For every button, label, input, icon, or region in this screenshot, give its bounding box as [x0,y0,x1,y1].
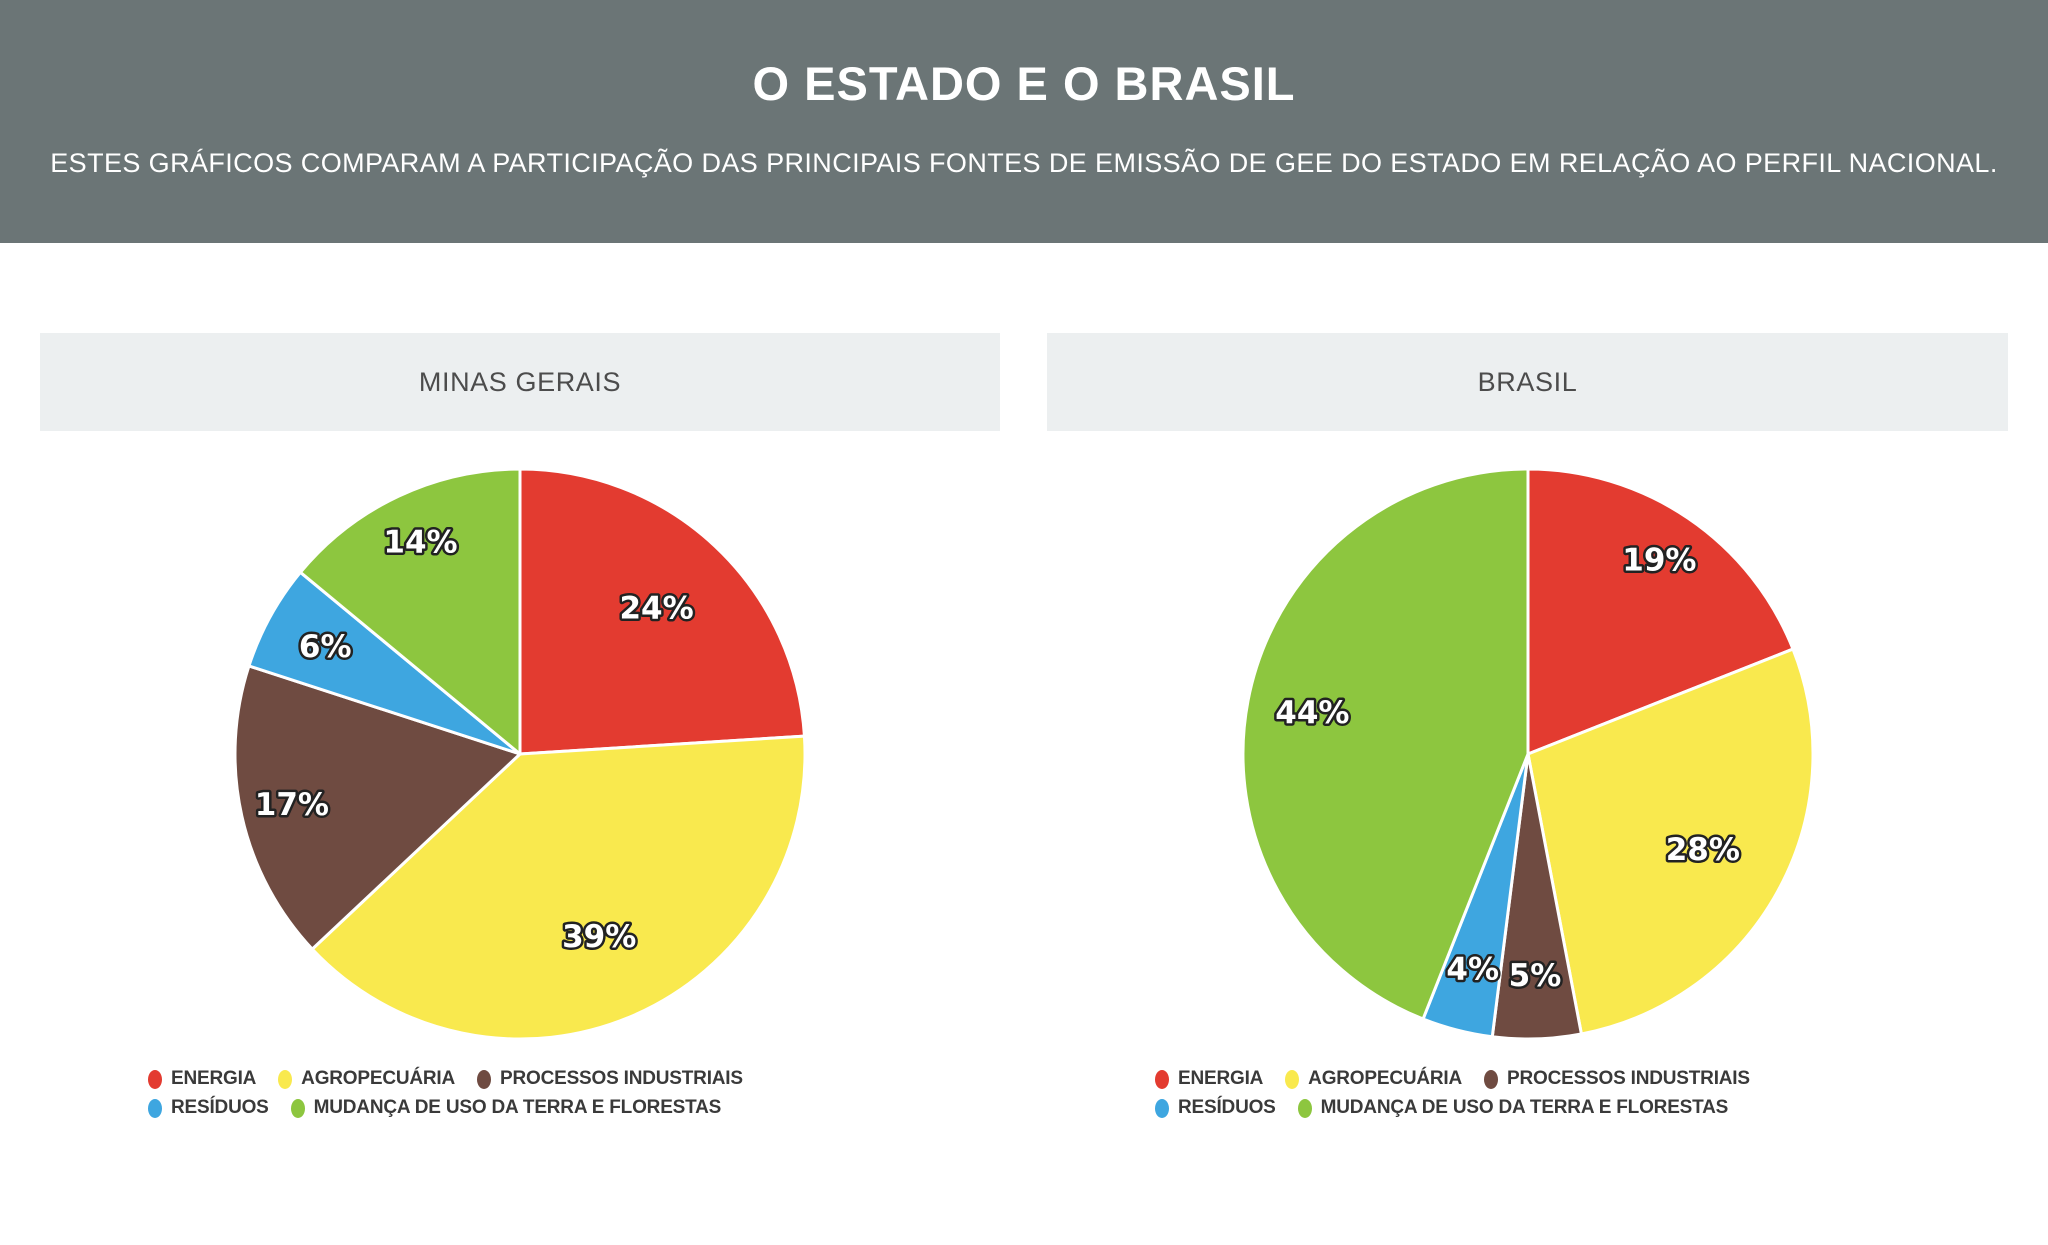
pie-chart-minas-gerais: 24% 39% 17% 6% 14% [233,467,807,1041]
chart-title-brasil: BRASIL [1477,366,1578,397]
legend-dot-processos-industriais-icon [477,1069,492,1089]
page-title: O ESTADO E O BRASIL [752,57,1296,110]
pie-slice-label: 44% [1275,695,1349,731]
pie-slice-label: 5% [1508,958,1561,994]
pie-slice-energia[interactable] [518,467,806,756]
pie-slice-label: 24% [619,591,693,627]
legend-item-processos-industriais[interactable]: PROCESSOS INDUSTRIAIS [477,1068,743,1090]
legend-item-mudanca-de-uso-da-terra[interactable]: MUDANÇA DE USO DA TERRA E FLORESTAS [290,1097,722,1119]
pie-slice-mudan-a-de-uso-da-terra-e-florestas[interactable] [298,467,522,756]
legend-row: ENERGIA AGROPECUÁRIA PROCESSOS INDUSTRIA… [148,1068,1000,1090]
chart-title-bar-minas-gerais: MINAS GERAIS [40,333,1000,431]
pie-slice-energia[interactable] [1526,467,1794,756]
legend-item-residuos[interactable]: RESÍDUOS [1155,1097,1276,1119]
pie-slice-label: 39% [562,919,636,955]
pie-chart-brasil: 19% 28% 5%4% 44% [1241,467,1814,1041]
legend-row: ENERGIA AGROPECUÁRIA PROCESSOS INDUSTRIA… [1155,1068,2008,1090]
legend-dot-energia-icon [148,1069,162,1089]
legend-dot-agropecuaria-icon [1285,1069,1300,1089]
legend-dot-residuos-icon [1155,1098,1169,1118]
legend-label: AGROPECUÁRIA [1308,1068,1463,1089]
legend-label: PROCESSOS INDUSTRIAIS [1507,1068,1750,1089]
legend-label: MUDANÇA DE USO DA TERRA E FLORESTAS [313,1097,722,1118]
legend-dot-agropecuaria-icon [278,1069,293,1089]
pie-slice-agropecu-ria[interactable] [1526,647,1814,1036]
pie-slice-agropecu-ria[interactable] [310,734,807,1041]
chart-title-minas-gerais: MINAS GERAIS [418,366,622,397]
legend-item-residuos[interactable]: RESÍDUOS [148,1097,269,1119]
legend-dot-energia-icon [1155,1069,1169,1089]
legend-label: ENERGIA [1178,1068,1264,1089]
legend-item-energia[interactable]: ENERGIA [1155,1068,1263,1090]
pie-slice-label: 14% [383,525,457,561]
legend-item-energia[interactable]: ENERGIA [148,1068,256,1090]
panel-minas-gerais: MINAS GERAIS 24% 39% 17% 6% 14% ENERGIA AGRO… [40,333,1000,1126]
legend-label: PROCESSOS INDUSTRIAIS [500,1068,743,1089]
pie-slice-label: 17% [255,787,329,823]
chart-legend-minas-gerais: ENERGIA AGROPECUÁRIA PROCESSOS INDUSTRIA… [40,1068,1000,1119]
page-subtitle: ESTES GRÁFICOS COMPARAM A PARTICIPAÇÃO D… [50,148,1998,178]
chart-legend-brasil: ENERGIA AGROPECUÁRIA PROCESSOS INDUSTRIA… [1047,1068,2008,1119]
legend-label: MUDANÇA DE USO DA TERRA E FLORESTAS [1320,1097,1729,1118]
legend-label: RESÍDUOS [171,1097,269,1118]
legend-dot-residuos-icon [148,1098,162,1118]
header-banner: O ESTADO E O BRASIL ESTES GRÁFICOS COMPA… [0,0,2048,243]
pie-slice-processos-industriais[interactable] [233,664,522,951]
legend-row: RESÍDUOS MUDANÇA DE USO DA TERRA E FLORE… [148,1097,1000,1119]
chart-title-bar-brasil: BRASIL [1047,333,2008,431]
legend-item-agropecuaria[interactable]: AGROPECUÁRIA [1285,1068,1462,1090]
legend-row: RESÍDUOS MUDANÇA DE USO DA TERRA E FLORE… [1155,1097,2008,1119]
pie-slice-label: 28% [1665,832,1739,868]
pie-slice-mudan-a-de-uso-da-terra-e-florestas[interactable] [1241,467,1529,1021]
panel-brasil: BRASIL 19% 28% 5% 4% 44% ENERGIA AGROPECUÁRI… [1047,333,2008,1126]
pie-slice-label: 4% [1446,951,1499,987]
pie-slice-label: 6% [299,629,352,665]
legend-item-processos-industriais[interactable]: PROCESSOS INDUSTRIAIS [1484,1068,1750,1090]
legend-label: ENERGIA [171,1068,257,1089]
legend-dot-mudanca-de-uso-da-terra-icon [290,1098,305,1118]
legend-label: RESÍDUOS [1178,1097,1276,1118]
legend-dot-processos-industriais-icon [1484,1069,1499,1089]
legend-label: AGROPECUÁRIA [301,1068,456,1089]
legend-item-mudanca-de-uso-da-terra[interactable]: MUDANÇA DE USO DA TERRA E FLORESTAS [1297,1097,1729,1119]
pie-slice-label: 19% [1622,543,1696,579]
legend-item-agropecuaria[interactable]: AGROPECUÁRIA [278,1068,455,1090]
legend-dot-mudanca-de-uso-da-terra-icon [1297,1098,1312,1118]
